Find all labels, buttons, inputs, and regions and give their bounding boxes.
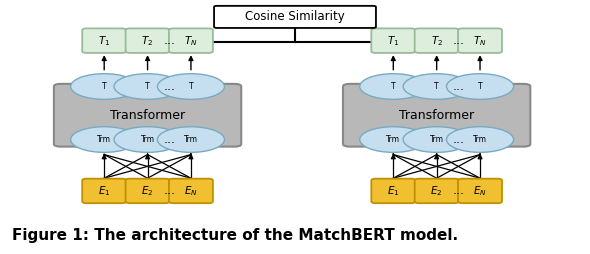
Text: $E_1$: $E_1$ xyxy=(387,184,399,198)
Text: T: T xyxy=(434,82,439,91)
Text: $T_N$: $T_N$ xyxy=(473,34,487,47)
FancyBboxPatch shape xyxy=(126,179,169,203)
Text: $T_2$: $T_2$ xyxy=(142,34,153,47)
Circle shape xyxy=(360,127,427,152)
Text: Transformer: Transformer xyxy=(110,109,185,122)
Text: $T_1$: $T_1$ xyxy=(98,34,110,47)
FancyBboxPatch shape xyxy=(415,179,458,203)
Text: ...: ... xyxy=(163,34,175,47)
Text: ...: ... xyxy=(453,34,464,47)
Circle shape xyxy=(71,74,137,99)
Text: Transformer: Transformer xyxy=(399,109,474,122)
Circle shape xyxy=(403,127,470,152)
Text: ...: ... xyxy=(453,133,464,146)
Text: $E_1$: $E_1$ xyxy=(98,184,110,198)
FancyBboxPatch shape xyxy=(82,179,126,203)
Text: $E_N$: $E_N$ xyxy=(473,184,487,198)
FancyBboxPatch shape xyxy=(458,179,502,203)
Text: ...: ... xyxy=(163,184,175,197)
Circle shape xyxy=(71,127,137,152)
Text: T: T xyxy=(391,82,396,91)
FancyBboxPatch shape xyxy=(415,28,458,53)
Text: T: T xyxy=(145,82,150,91)
FancyBboxPatch shape xyxy=(371,179,415,203)
FancyBboxPatch shape xyxy=(54,84,241,147)
FancyBboxPatch shape xyxy=(169,28,213,53)
Text: ...: ... xyxy=(163,80,175,93)
Text: Trm: Trm xyxy=(97,135,111,144)
FancyBboxPatch shape xyxy=(214,6,376,28)
Text: Trm: Trm xyxy=(473,135,487,144)
Text: T: T xyxy=(102,82,107,91)
Circle shape xyxy=(447,127,513,152)
Circle shape xyxy=(447,74,513,99)
Text: $E_N$: $E_N$ xyxy=(184,184,198,198)
Text: Trm: Trm xyxy=(430,135,444,144)
Text: $T_N$: $T_N$ xyxy=(184,34,198,47)
Text: ...: ... xyxy=(163,133,175,146)
FancyBboxPatch shape xyxy=(458,28,502,53)
Text: $T_1$: $T_1$ xyxy=(387,34,399,47)
Text: ...: ... xyxy=(453,184,464,197)
Circle shape xyxy=(114,74,181,99)
Circle shape xyxy=(158,127,224,152)
Circle shape xyxy=(158,74,224,99)
Text: $E_2$: $E_2$ xyxy=(431,184,443,198)
Circle shape xyxy=(360,74,427,99)
Text: Figure 1: The architecture of the MatchBERT model.: Figure 1: The architecture of the MatchB… xyxy=(12,228,458,243)
Circle shape xyxy=(403,74,470,99)
Circle shape xyxy=(114,127,181,152)
Text: Trm: Trm xyxy=(140,135,155,144)
FancyBboxPatch shape xyxy=(371,28,415,53)
Text: Trm: Trm xyxy=(184,135,198,144)
FancyBboxPatch shape xyxy=(126,28,169,53)
FancyBboxPatch shape xyxy=(82,28,126,53)
Text: T: T xyxy=(189,82,194,91)
Text: ...: ... xyxy=(453,80,464,93)
Text: $E_2$: $E_2$ xyxy=(142,184,154,198)
Text: T: T xyxy=(478,82,483,91)
Text: Cosine Similarity: Cosine Similarity xyxy=(245,10,345,23)
Text: $T_2$: $T_2$ xyxy=(431,34,442,47)
FancyBboxPatch shape xyxy=(169,179,213,203)
FancyBboxPatch shape xyxy=(343,84,530,147)
Text: Trm: Trm xyxy=(386,135,400,144)
